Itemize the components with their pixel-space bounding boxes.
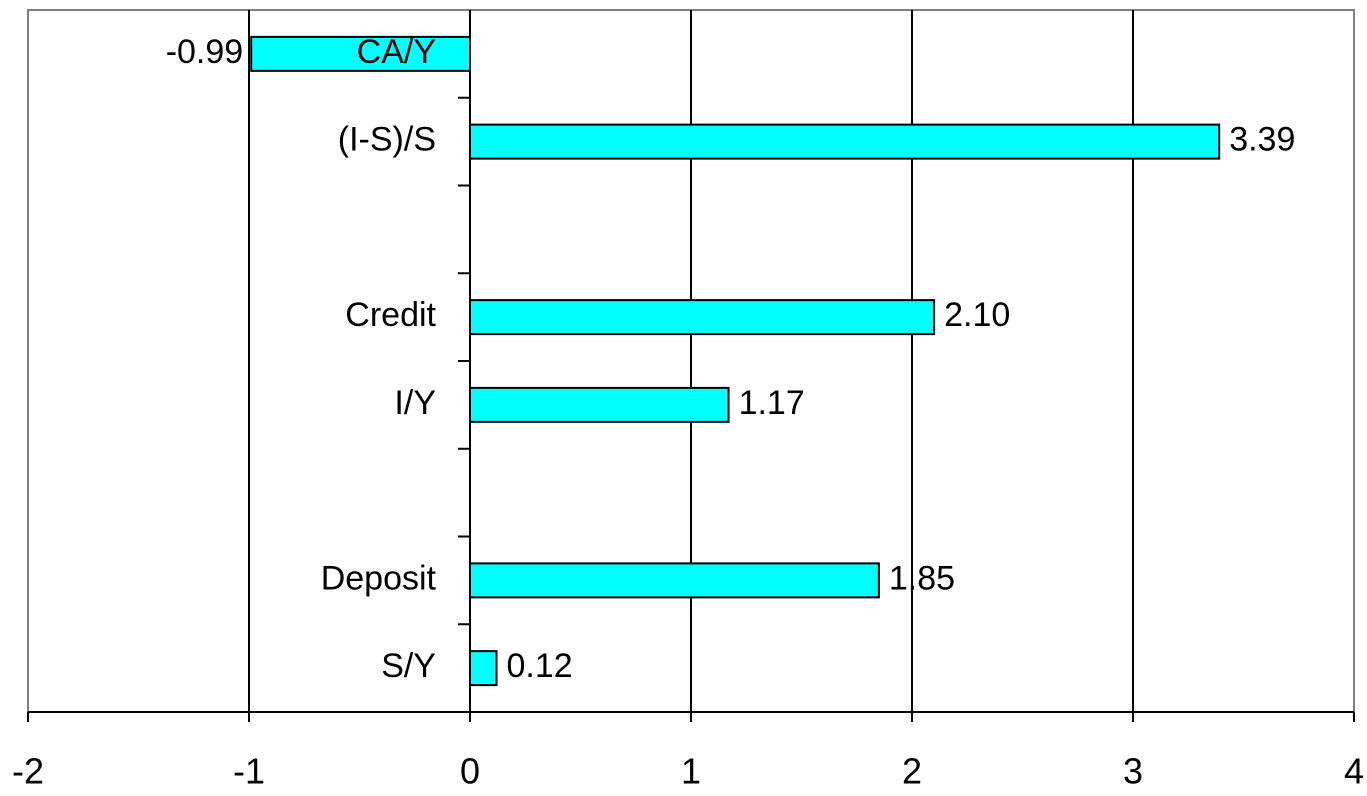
x-tick-label: -1 [233, 751, 265, 792]
bar [469, 562, 880, 599]
x-tick-label: 2 [902, 751, 922, 792]
x-tick-label: 4 [1344, 751, 1364, 792]
category-label: I/Y [394, 384, 436, 422]
category-label: (I-S)/S [338, 121, 436, 159]
bar [469, 123, 1221, 160]
bar [469, 386, 730, 423]
category-label: Credit [345, 296, 436, 334]
x-tick-label: 3 [1123, 751, 1143, 792]
value-label: 3.39 [1229, 121, 1295, 159]
value-label: -0.99 [166, 33, 244, 71]
bar [469, 299, 936, 336]
category-label: Deposit [321, 559, 437, 597]
category-label: S/Y [381, 647, 436, 685]
bar [469, 650, 498, 687]
value-label: 0.12 [507, 647, 573, 685]
x-tick-label: 1 [681, 751, 701, 792]
value-label: 1.85 [889, 559, 955, 597]
value-label: 2.10 [944, 296, 1010, 334]
value-label: 1.17 [739, 384, 805, 422]
bar [250, 35, 471, 72]
x-tick-label: -2 [12, 751, 44, 792]
category-label: CA/Y [357, 33, 436, 71]
x-tick-label: 0 [460, 751, 480, 792]
